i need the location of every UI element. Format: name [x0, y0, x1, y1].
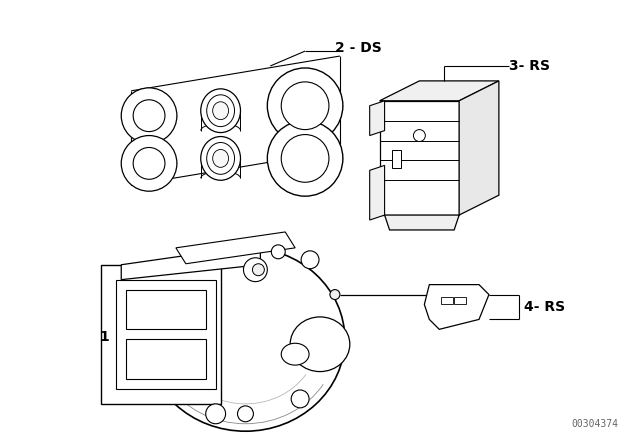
- Polygon shape: [459, 81, 499, 215]
- Circle shape: [301, 251, 319, 269]
- Ellipse shape: [290, 317, 350, 371]
- Circle shape: [291, 390, 309, 408]
- Bar: [101, 265, 221, 404]
- Text: 00304374: 00304374: [571, 419, 618, 429]
- Bar: [116, 280, 216, 389]
- Ellipse shape: [207, 95, 234, 127]
- Circle shape: [121, 136, 177, 191]
- Circle shape: [252, 264, 264, 276]
- Ellipse shape: [146, 247, 345, 431]
- Polygon shape: [176, 232, 295, 264]
- Circle shape: [121, 88, 177, 143]
- Polygon shape: [370, 165, 385, 220]
- Bar: [441, 297, 453, 305]
- Circle shape: [205, 404, 225, 424]
- Ellipse shape: [212, 102, 228, 120]
- Ellipse shape: [201, 137, 241, 180]
- Polygon shape: [121, 245, 260, 280]
- Ellipse shape: [207, 142, 234, 174]
- Polygon shape: [385, 215, 459, 230]
- Text: 3- RS: 3- RS: [509, 59, 550, 73]
- Bar: [380, 101, 459, 215]
- Ellipse shape: [212, 150, 228, 168]
- Ellipse shape: [201, 89, 241, 133]
- Bar: [126, 339, 205, 379]
- Text: 2 - DS: 2 - DS: [335, 41, 381, 55]
- Circle shape: [237, 406, 253, 422]
- Circle shape: [133, 147, 165, 179]
- Polygon shape: [380, 81, 499, 101]
- Ellipse shape: [281, 343, 309, 365]
- Circle shape: [133, 100, 165, 132]
- Circle shape: [281, 82, 329, 129]
- Bar: [126, 289, 205, 329]
- Circle shape: [281, 134, 329, 182]
- Polygon shape: [424, 284, 489, 329]
- Bar: [454, 297, 466, 305]
- Text: 4- RS: 4- RS: [524, 301, 565, 314]
- Circle shape: [330, 289, 340, 300]
- Circle shape: [413, 129, 426, 142]
- Circle shape: [271, 245, 285, 259]
- Circle shape: [268, 121, 343, 196]
- Bar: [392, 151, 401, 168]
- Text: 1: 1: [100, 330, 109, 345]
- Polygon shape: [370, 101, 385, 136]
- Circle shape: [268, 68, 343, 143]
- Circle shape: [243, 258, 268, 282]
